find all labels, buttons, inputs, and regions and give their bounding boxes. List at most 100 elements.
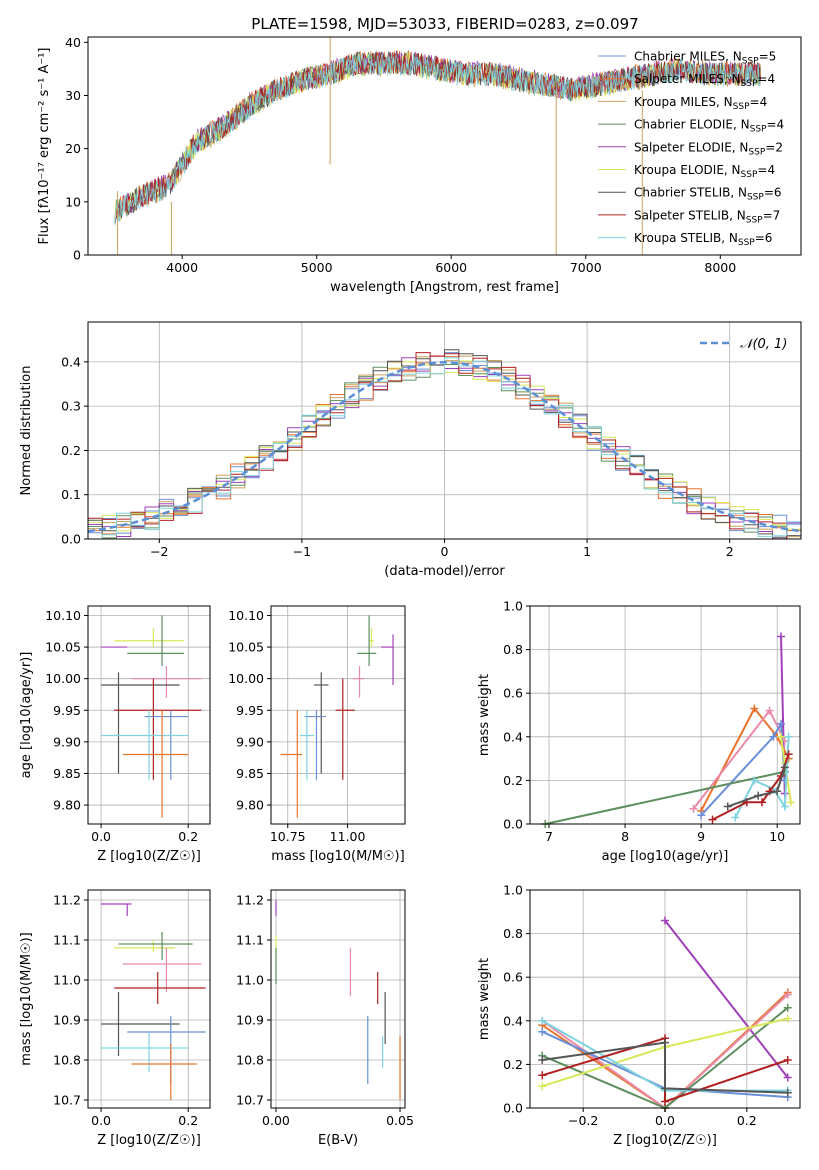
legend-sub: SSP: [742, 57, 759, 67]
y-tick-label: 0.2: [61, 443, 81, 458]
weight-marker: [538, 1056, 547, 1065]
axes-frame: [87, 605, 211, 825]
weight-marker: [754, 791, 763, 800]
weight-line: [542, 1041, 788, 1094]
axes-frame: [87, 36, 802, 256]
x-tick-label: 5000: [301, 260, 333, 275]
error-bar-point: [381, 634, 394, 685]
y-tick-label: 10.7: [236, 1093, 264, 1108]
y-tick-label: 11.1: [53, 933, 81, 948]
weight-marker: [697, 811, 706, 820]
legend-text: Salpeter STELIB, N: [634, 208, 746, 222]
y-tick-label: 9.90: [53, 734, 81, 749]
weight-marker: [661, 916, 669, 925]
y-tick-label: 9.85: [53, 766, 81, 781]
legend-sub: SSP: [738, 238, 755, 248]
legend-text: Chabrier MILES, N: [634, 50, 742, 64]
histogram-step: [88, 357, 802, 540]
plot-area: [101, 615, 202, 818]
error-bar-point: [314, 672, 329, 774]
panel-mass-EBV: 0.00 0.05 10.7 10.8 10.9 11.0 11.1 11.2 E(B-V): [236, 889, 414, 1148]
legend-val: =7: [763, 208, 781, 222]
x-tick-label: 0: [441, 544, 449, 559]
weight-marker: [723, 802, 732, 811]
panel-weight-age: 7 8 9 10 0.0 0.2 0.4 0.6 0.8 1.0 age [log10(age/yr…: [477, 599, 801, 864]
legend-val: =4: [757, 163, 775, 177]
y-tick-label: 0: [73, 248, 81, 263]
y-tick-label: 0.6: [503, 686, 523, 701]
spectrum-line: [114, 51, 761, 224]
y-tick-label: 10.05: [228, 640, 264, 655]
error-bar-point: [127, 615, 184, 667]
x-tick-label: 1: [583, 544, 591, 559]
legend-val: =2: [765, 140, 783, 154]
y-tick-label: 0.6: [503, 970, 523, 985]
weight-marker: [765, 706, 774, 715]
weight-marker: [750, 704, 759, 713]
panel-mass-Z: 0.0 0.2 10.7 10.8 10.9 11.0 11.1 11.2 Z [log10(Z…: [19, 889, 211, 1148]
y-tick-label: 0.0: [61, 532, 81, 547]
legend-val: =6: [755, 231, 773, 245]
y-tick-label: 9.95: [53, 703, 81, 718]
weight-marker: [783, 1088, 792, 1097]
legend-text: Chabrier ELODIE, N: [634, 118, 750, 132]
weight-marker: [757, 798, 766, 807]
y-tick-label: 0.2: [503, 773, 523, 788]
y-tick-label: 10.10: [45, 608, 81, 623]
y-tick-label: 9.80: [53, 798, 81, 813]
axes-frame: [270, 605, 406, 825]
y-tick-label: 40: [65, 35, 81, 50]
weight-marker: [783, 1014, 792, 1023]
x-tick-label: 9: [697, 829, 705, 844]
weight-marker: [731, 813, 740, 822]
weight-marker: [783, 990, 792, 999]
panel-age-mass: 10.75 11.00 9.80 9.85 9.90 9.95 10.00 10.05 10.1…: [228, 605, 406, 864]
y-tick-label: 11.2: [236, 893, 264, 908]
weight-marker: [784, 732, 793, 741]
x-tick-label: 0.2: [737, 1113, 757, 1128]
legend-sub: SSP: [741, 170, 758, 180]
error-bar-point: [280, 710, 303, 818]
error-bar-point: [101, 992, 180, 1056]
legend-sub: SSP: [733, 102, 750, 112]
y-tick-label: 10.00: [45, 671, 81, 686]
weight-marker: [750, 776, 759, 785]
panel-residuals: −2 −1 0 1 2 0.0 0.1 0.2 0.3 0.4 (data-model)/error…: [19, 321, 802, 579]
error-bar-point: [118, 932, 193, 960]
y-tick-label: 10.9: [53, 1013, 81, 1028]
x-tick-label: 6000: [435, 260, 467, 275]
weight-marker: [538, 1016, 547, 1025]
y-axis-label: Normed distribution: [19, 366, 34, 496]
weight-marker: [773, 787, 782, 796]
error-bar-point: [101, 1032, 189, 1072]
y-axis-label: Flux [fλ10⁻¹⁷ erg cm⁻² s⁻¹ A⁻¹]: [37, 48, 52, 245]
y-tick-label: 11.1: [236, 933, 264, 948]
legend-text: Salpeter MILES, N: [634, 72, 741, 86]
y-tick-label: 0.4: [503, 1013, 523, 1028]
legend-label: Chabrier ELODIE, NSSP=4: [634, 118, 784, 135]
x-axis-label: E(B-V): [318, 1133, 358, 1148]
weight-marker: [661, 1038, 669, 1047]
y-tick-label: 10.8: [236, 1053, 264, 1068]
panel-age-Z: 0.0 0.2 9.80 9.85 9.90 9.95 10.00 10.05 10.10 Z […: [19, 605, 211, 864]
axes-frame: [87, 889, 211, 1109]
x-tick-label: 2: [726, 544, 734, 559]
x-tick-label: 0.2: [178, 1113, 198, 1128]
legend-sub: SSP: [741, 79, 758, 89]
y-tick-label: 10.10: [228, 608, 264, 623]
spectra: [114, 37, 761, 255]
legend-sub: SSP: [747, 193, 764, 203]
error-bar-point: [299, 710, 315, 780]
x-tick-label: 0.0: [91, 829, 111, 844]
y-tick-label: 0.3: [61, 399, 81, 414]
y-tick-label: 11.0: [236, 973, 264, 988]
plot-area: [101, 903, 206, 1100]
panel-spectrum: 4000 5000 6000 7000 8000 0 10 20 30 40 wavelength …: [37, 35, 802, 295]
weight-marker: [780, 802, 789, 811]
legend-label: Salpeter STELIB, NSSP=7: [634, 208, 780, 225]
x-tick-label: 0.0: [91, 1113, 111, 1128]
x-axis-label: mass [log10(M/M☉)]: [271, 849, 404, 864]
x-tick-label: 0.0: [655, 1113, 675, 1128]
